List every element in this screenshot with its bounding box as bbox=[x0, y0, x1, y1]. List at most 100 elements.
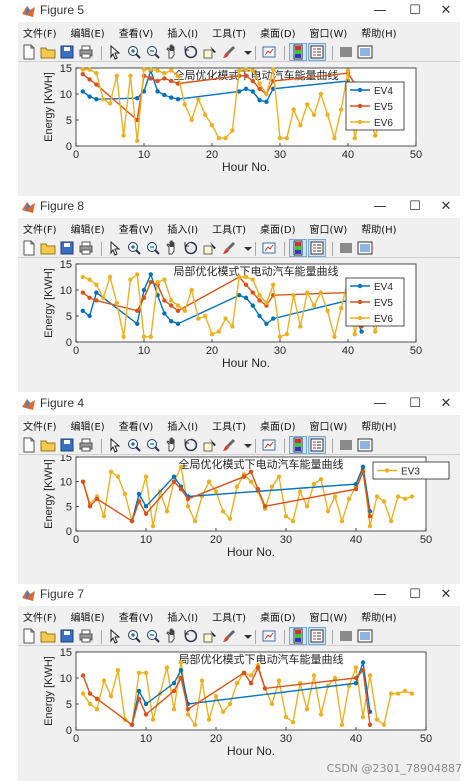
menu-help[interactable]: 帮助(H) bbox=[361, 422, 397, 433]
brush-icon[interactable] bbox=[221, 628, 237, 644]
legend[interactable]: EV4 EV5 EV6 bbox=[345, 81, 405, 131]
maximize-button[interactable]: ☐ bbox=[409, 396, 421, 411]
colorbar-icon[interactable] bbox=[289, 239, 307, 257]
save-icon[interactable] bbox=[59, 628, 75, 644]
menu-insert[interactable]: 插入(I) bbox=[167, 29, 199, 40]
menu-file[interactable]: 文件(F) bbox=[23, 422, 57, 433]
menu-edit[interactable]: 编辑(E) bbox=[70, 29, 105, 40]
print-icon[interactable] bbox=[78, 240, 94, 256]
energy-chart[interactable]: 0 10 20 30 40 50 0 5 10 15 Hour No. Energy [KWH] 全局优… bbox=[18, 62, 460, 195]
rotate-icon[interactable] bbox=[183, 44, 199, 60]
legend-icon[interactable] bbox=[308, 239, 326, 257]
save-icon[interactable] bbox=[59, 437, 75, 453]
show-plot-tools-icon[interactable] bbox=[357, 437, 373, 453]
pan-icon[interactable] bbox=[164, 437, 180, 453]
pointer-icon[interactable] bbox=[107, 44, 123, 60]
brush-menu-icon[interactable] bbox=[240, 240, 252, 256]
link-plot-icon[interactable] bbox=[261, 44, 277, 60]
legend[interactable]: EV4 EV5 EV6 bbox=[345, 277, 405, 327]
menu-insert[interactable]: 插入(I) bbox=[167, 225, 199, 236]
zoom-out-icon[interactable] bbox=[145, 44, 161, 60]
window-title-bar[interactable]: Figure 8 — ☐ ✕ bbox=[18, 196, 460, 218]
rotate-icon[interactable] bbox=[183, 240, 199, 256]
menu-insert[interactable]: 插入(I) bbox=[167, 422, 199, 433]
menu-tools[interactable]: 工具(T) bbox=[212, 613, 247, 624]
maximize-button[interactable]: ☐ bbox=[409, 587, 421, 602]
brush-icon[interactable] bbox=[221, 437, 237, 453]
pan-icon[interactable] bbox=[164, 240, 180, 256]
brush-icon[interactable] bbox=[221, 240, 237, 256]
energy-chart[interactable]: 0 10 20 30 40 50 0 5 10 15 Hour No. Energy [KWH] 全局优… bbox=[18, 455, 460, 583]
minimize-button[interactable]: — bbox=[373, 396, 387, 411]
data-cursor-icon[interactable] bbox=[202, 240, 218, 256]
menu-insert[interactable]: 插入(I) bbox=[167, 613, 199, 624]
pointer-icon[interactable] bbox=[107, 437, 123, 453]
open-file-icon[interactable] bbox=[40, 628, 56, 644]
show-plot-tools-icon[interactable] bbox=[357, 44, 373, 60]
maximize-button[interactable]: ☐ bbox=[409, 199, 421, 214]
zoom-out-icon[interactable] bbox=[145, 240, 161, 256]
menu-tools[interactable]: 工具(T) bbox=[212, 29, 247, 40]
brush-menu-icon[interactable] bbox=[240, 628, 252, 644]
save-icon[interactable] bbox=[59, 240, 75, 256]
menu-view[interactable]: 查看(V) bbox=[118, 29, 154, 40]
link-plot-icon[interactable] bbox=[261, 437, 277, 453]
legend-icon[interactable] bbox=[308, 627, 326, 645]
menu-desktop[interactable]: 桌面(D) bbox=[260, 225, 296, 236]
hide-plot-tools-icon[interactable] bbox=[338, 628, 354, 644]
show-plot-tools-icon[interactable] bbox=[357, 240, 373, 256]
close-button[interactable]: ✕ bbox=[440, 587, 452, 602]
hide-plot-tools-icon[interactable] bbox=[338, 44, 354, 60]
menu-file[interactable]: 文件(F) bbox=[23, 613, 57, 624]
zoom-in-icon[interactable] bbox=[126, 628, 142, 644]
colorbar-icon[interactable] bbox=[289, 627, 307, 645]
brush-icon[interactable] bbox=[221, 44, 237, 60]
menu-desktop[interactable]: 桌面(D) bbox=[260, 613, 296, 624]
menu-view[interactable]: 查看(V) bbox=[118, 613, 154, 624]
colorbar-icon[interactable] bbox=[289, 436, 307, 454]
pan-icon[interactable] bbox=[164, 628, 180, 644]
rotate-icon[interactable] bbox=[183, 437, 199, 453]
pointer-icon[interactable] bbox=[107, 628, 123, 644]
data-cursor-icon[interactable] bbox=[202, 437, 218, 453]
new-file-icon[interactable] bbox=[21, 628, 37, 644]
minimize-button[interactable]: — bbox=[373, 199, 387, 214]
link-plot-icon[interactable] bbox=[261, 240, 277, 256]
menu-window[interactable]: 窗口(W) bbox=[309, 225, 348, 236]
zoom-out-icon[interactable] bbox=[145, 628, 161, 644]
menu-edit[interactable]: 编辑(E) bbox=[70, 225, 105, 236]
new-file-icon[interactable] bbox=[21, 240, 37, 256]
minimize-button[interactable]: — bbox=[373, 587, 387, 602]
zoom-out-icon[interactable] bbox=[145, 437, 161, 453]
print-icon[interactable] bbox=[78, 437, 94, 453]
menu-desktop[interactable]: 桌面(D) bbox=[260, 29, 296, 40]
legend-icon[interactable] bbox=[308, 43, 326, 61]
minimize-button[interactable]: — bbox=[373, 3, 387, 18]
window-title-bar[interactable]: Figure 5 — ☐ ✕ bbox=[18, 0, 460, 22]
menu-tools[interactable]: 工具(T) bbox=[212, 225, 247, 236]
menu-window[interactable]: 窗口(W) bbox=[309, 613, 348, 624]
energy-chart[interactable]: 0 10 20 30 40 50 0 5 10 15 Hour No. Energy [KWH] 局部优… bbox=[18, 258, 460, 391]
maximize-button[interactable]: ☐ bbox=[409, 3, 421, 18]
data-cursor-icon[interactable] bbox=[202, 628, 218, 644]
data-cursor-icon[interactable] bbox=[202, 44, 218, 60]
legend-icon[interactable] bbox=[308, 436, 326, 454]
open-file-icon[interactable] bbox=[40, 437, 56, 453]
legend[interactable]: EV3 bbox=[372, 461, 450, 480]
menu-tools[interactable]: 工具(T) bbox=[212, 422, 247, 433]
colorbar-icon[interactable] bbox=[289, 43, 307, 61]
menu-help[interactable]: 帮助(H) bbox=[361, 613, 397, 624]
menu-file[interactable]: 文件(F) bbox=[23, 225, 57, 236]
new-file-icon[interactable] bbox=[21, 437, 37, 453]
zoom-in-icon[interactable] bbox=[126, 44, 142, 60]
show-plot-tools-icon[interactable] bbox=[357, 628, 373, 644]
menu-desktop[interactable]: 桌面(D) bbox=[260, 422, 296, 433]
menu-edit[interactable]: 编辑(E) bbox=[70, 422, 105, 433]
energy-chart[interactable]: 0 10 20 30 40 50 0 5 10 15 Hour No. Energy [KWH] 局部优… bbox=[18, 646, 460, 780]
print-icon[interactable] bbox=[78, 44, 94, 60]
open-file-icon[interactable] bbox=[40, 44, 56, 60]
window-title-bar[interactable]: Figure 7 — ☐ ✕ bbox=[18, 584, 460, 606]
link-plot-icon[interactable] bbox=[261, 628, 277, 644]
new-file-icon[interactable] bbox=[21, 44, 37, 60]
pointer-icon[interactable] bbox=[107, 240, 123, 256]
